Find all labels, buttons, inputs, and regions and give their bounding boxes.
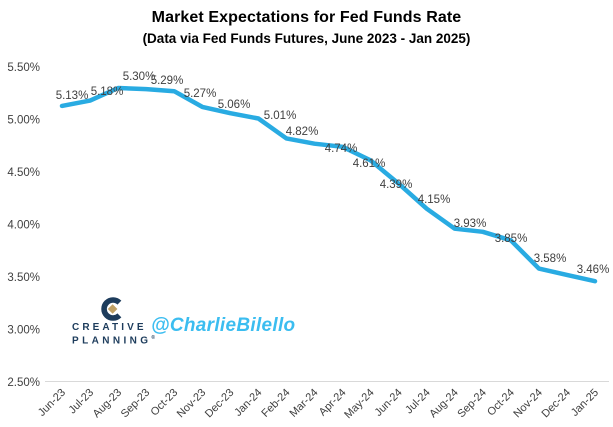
y-axis-tick-label: 3.50% <box>7 272 40 284</box>
x-axis-tick-label: Jun-24 <box>372 387 404 419</box>
trend-line <box>59 85 598 284</box>
y-axis-tick-label: 5.00% <box>7 115 40 127</box>
creative-planning-logo: CREATIVE PLANNING® <box>70 294 160 354</box>
data-label: 5.29% <box>151 75 184 87</box>
x-axis-tick-label: May-24 <box>342 387 376 421</box>
data-label: 3.46% <box>577 264 610 276</box>
data-label: 4.39% <box>380 179 413 191</box>
data-label: 5.18% <box>91 86 124 98</box>
y-axis-tick-label: 5.50% <box>7 62 40 74</box>
x-axis-tick-label: Jan-24 <box>232 387 264 419</box>
x-axis-tick-label: Dec-24 <box>540 387 574 421</box>
data-label: 5.06% <box>218 99 251 111</box>
logo-diamond-icon <box>107 304 118 314</box>
x-axis-tick-label: Dec-23 <box>203 387 237 421</box>
data-label: 3.85% <box>495 233 528 245</box>
x-axis-tick-label: Jan-25 <box>569 387 601 419</box>
y-axis-tick-label: 4.00% <box>7 220 40 232</box>
x-axis-tick-label: Nov-23 <box>175 387 209 421</box>
data-label: 4.61% <box>353 158 386 170</box>
data-label: 5.30% <box>123 71 156 83</box>
x-axis-tick-label: Aug-23 <box>91 387 125 421</box>
x-axis-tick-label: Mar-24 <box>287 387 320 420</box>
y-axis-tick-label: 4.50% <box>7 167 40 179</box>
data-label: 3.58% <box>534 253 567 265</box>
data-label: 4.74% <box>325 143 358 155</box>
data-label: 5.01% <box>264 110 297 122</box>
data-label: 5.13% <box>56 90 89 102</box>
y-axis-tick-label: 2.50% <box>7 377 40 389</box>
chart-subtitle: (Data via Fed Funds Futures, June 2023 -… <box>142 31 471 46</box>
logo-text-creative: CREATIVE <box>72 322 147 333</box>
data-label: 4.82% <box>286 126 319 138</box>
x-axis-tick-label: Feb-24 <box>259 387 292 420</box>
x-axis-tick-label: Sep-24 <box>455 387 489 421</box>
data-label: 5.27% <box>184 88 217 100</box>
x-axis-tick-label: Nov-24 <box>511 387 545 421</box>
logo-trademark: ® <box>151 335 156 341</box>
x-axis-tick-label: Jun-23 <box>36 387 68 419</box>
x-axis-tick-label: Aug-24 <box>427 387 461 421</box>
watermark-handle: @CharlieBilello <box>151 315 296 336</box>
logo-text-planning: PLANNING® <box>72 335 156 347</box>
data-label: 3.93% <box>454 218 487 230</box>
data-label: 4.15% <box>418 194 451 206</box>
logo-c-icon <box>101 297 122 321</box>
x-axis-tick-label: Sep-23 <box>119 387 153 421</box>
chart-title: Market Expectations for Fed Funds Rate <box>151 9 462 26</box>
y-axis-tick-label: 3.00% <box>7 325 40 337</box>
